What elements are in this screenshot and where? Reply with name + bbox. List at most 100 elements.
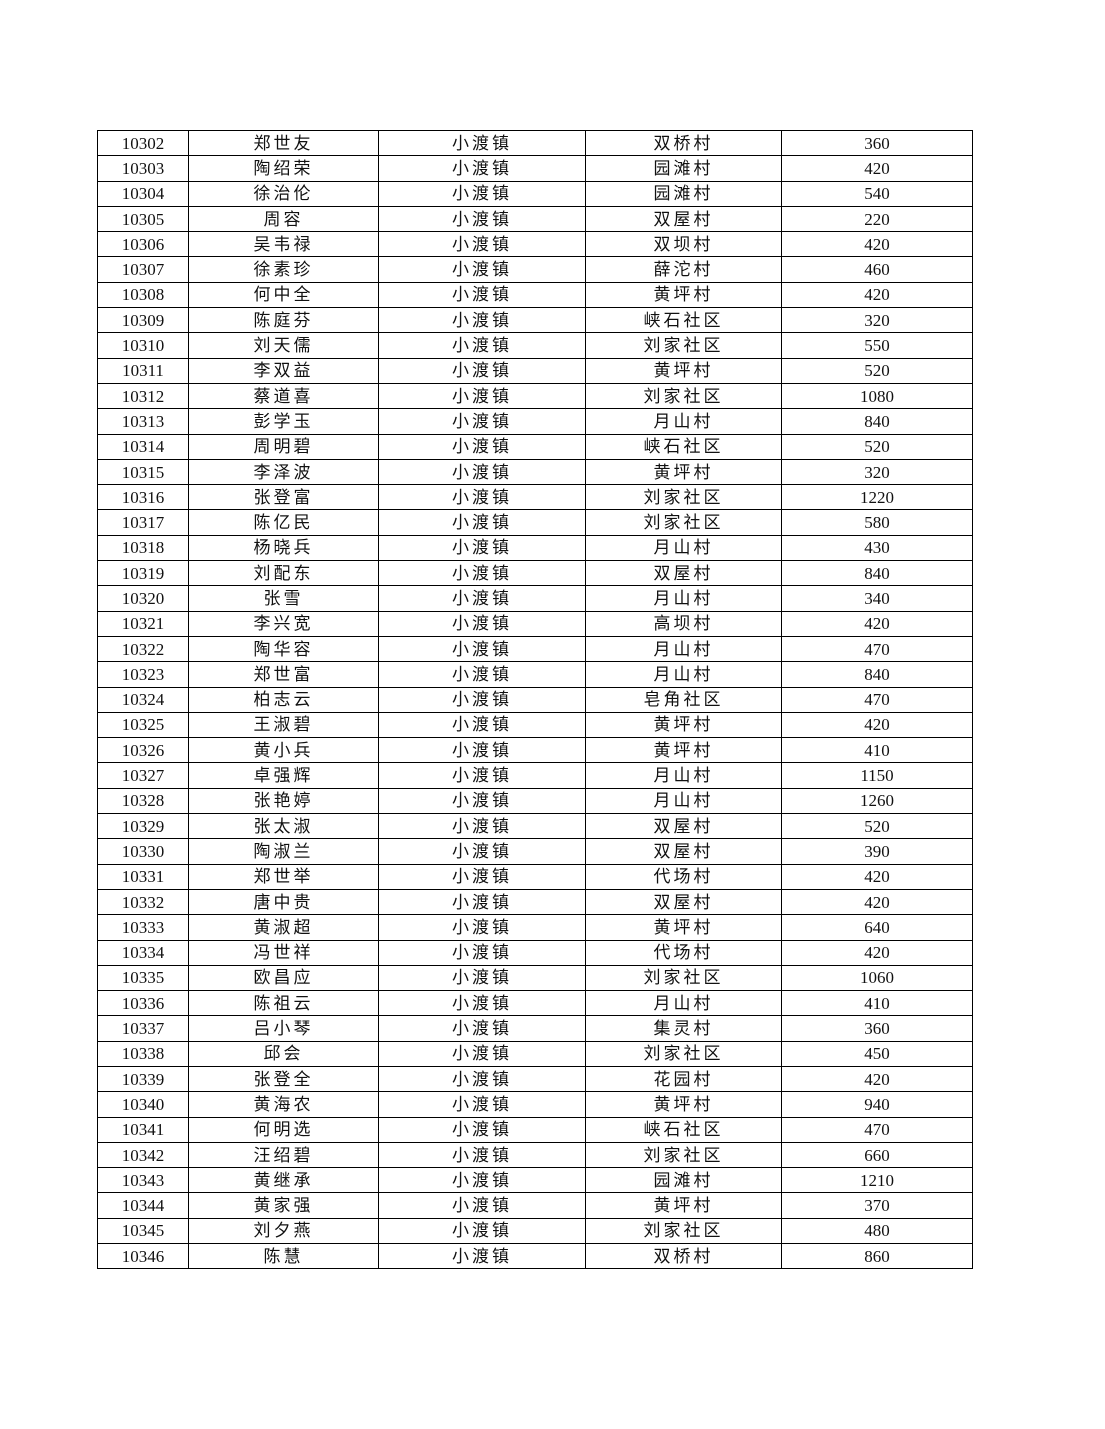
name-cell: 欧昌应	[188, 964, 379, 992]
name-cell: 张艳婷	[188, 787, 379, 815]
name-cell: 李兴宽	[188, 610, 379, 637]
id-cell: 10317	[97, 509, 189, 536]
id-cell: 10329	[97, 813, 189, 840]
town-cell: 小渡镇	[378, 484, 586, 511]
village-cell: 刘家社区	[585, 509, 782, 536]
village-cell: 刘家社区	[585, 964, 782, 992]
data-table: 10302 郑世友 小渡镇 双桥村 360 10303 陶绍荣 小渡镇 园滩村 420 10304 徐…	[97, 129, 973, 1270]
table-row: 10335 欧昌应 小渡镇 刘家社区 1060	[97, 964, 973, 992]
name-cell: 柏志云	[188, 686, 379, 713]
amount-cell: 540	[781, 180, 973, 207]
table-row: 10304 徐治伦 小渡镇 园滩村 540	[97, 180, 973, 207]
table-row: 10312 蔡道喜 小渡镇 刘家社区 1080	[97, 382, 973, 410]
town-cell: 小渡镇	[378, 1167, 586, 1194]
table-row: 10333 黄淑超 小渡镇 黄坪村 640	[97, 914, 973, 941]
id-cell: 10332	[97, 888, 189, 916]
village-cell: 峡石社区	[585, 433, 782, 460]
amount-cell: 410	[781, 737, 973, 764]
table-row: 10336 陈祖云 小渡镇 月山村 410	[97, 990, 973, 1017]
table-row: 10306 吴韦禄 小渡镇 双坝村 420	[97, 231, 973, 258]
amount-cell: 470	[781, 635, 973, 663]
village-cell: 黄坪村	[585, 914, 782, 941]
table-row: 10343 黄继承 小渡镇 园滩村 1210	[97, 1167, 973, 1194]
table-row: 10313 彭学玉 小渡镇 月山村 840	[97, 408, 973, 435]
table-row: 10308 何中全 小渡镇 黄坪村 420	[97, 281, 973, 309]
village-cell: 园滩村	[585, 1167, 782, 1194]
amount-cell: 420	[781, 1065, 973, 1093]
table-row: 10338 邱会 小渡镇 刘家社区 450	[97, 1040, 973, 1067]
name-cell: 郑世举	[188, 863, 379, 890]
name-cell: 刘夕燕	[188, 1217, 379, 1245]
amount-cell: 410	[781, 990, 973, 1017]
name-cell: 黄继承	[188, 1167, 379, 1194]
name-cell: 何中全	[188, 281, 379, 309]
amount-cell: 1060	[781, 964, 973, 992]
id-cell: 10330	[97, 838, 189, 865]
town-cell: 小渡镇	[378, 1141, 586, 1169]
table-row: 10309 陈庭芬 小渡镇 峡石社区 320	[97, 307, 973, 334]
table-row: 10321 李兴宽 小渡镇 高坝村 420	[97, 610, 973, 637]
village-cell: 黄坪村	[585, 737, 782, 764]
village-cell: 双屋村	[585, 205, 782, 233]
village-cell: 代场村	[585, 939, 782, 966]
id-cell: 10310	[97, 332, 189, 359]
table-row: 10345 刘夕燕 小渡镇 刘家社区 480	[97, 1217, 973, 1245]
name-cell: 郑世友	[188, 129, 379, 157]
village-cell: 刘家社区	[585, 382, 782, 410]
table-row: 10346 陈慧 小渡镇 双桥村 860	[97, 1243, 973, 1270]
town-cell: 小渡镇	[378, 838, 586, 865]
amount-cell: 420	[781, 863, 973, 890]
table-row: 10303 陶绍荣 小渡镇 园滩村 420	[97, 155, 973, 182]
town-cell: 小渡镇	[378, 711, 586, 739]
amount-cell: 420	[781, 155, 973, 182]
id-cell: 10334	[97, 939, 189, 966]
village-cell: 黄坪村	[585, 357, 782, 384]
village-cell: 月山村	[585, 762, 782, 789]
town-cell: 小渡镇	[378, 332, 586, 359]
id-cell: 10345	[97, 1217, 189, 1245]
town-cell: 小渡镇	[378, 458, 586, 486]
id-cell: 10304	[97, 180, 189, 207]
village-cell: 双坝村	[585, 231, 782, 258]
id-cell: 10326	[97, 737, 189, 764]
table-row: 10334 冯世祥 小渡镇 代场村 420	[97, 939, 973, 966]
table-row: 10326 黄小兵 小渡镇 黄坪村 410	[97, 737, 973, 764]
town-cell: 小渡镇	[378, 686, 586, 713]
village-cell: 黄坪村	[585, 1091, 782, 1118]
name-cell: 陶华容	[188, 635, 379, 663]
village-cell: 园滩村	[585, 155, 782, 182]
village-cell: 集灵村	[585, 1015, 782, 1042]
village-cell: 月山村	[585, 990, 782, 1017]
amount-cell: 840	[781, 661, 973, 688]
town-cell: 小渡镇	[378, 408, 586, 435]
town-cell: 小渡镇	[378, 610, 586, 637]
id-cell: 10308	[97, 281, 189, 309]
town-cell: 小渡镇	[378, 357, 586, 384]
id-cell: 10311	[97, 357, 189, 384]
amount-cell: 360	[781, 129, 973, 157]
table-row: 10320 张雪 小渡镇 月山村 340	[97, 585, 973, 612]
village-cell: 月山村	[585, 534, 782, 562]
id-cell: 10307	[97, 256, 189, 283]
table-row: 10317 陈亿民 小渡镇 刘家社区 580	[97, 509, 973, 536]
town-cell: 小渡镇	[378, 560, 586, 587]
amount-cell: 1220	[781, 484, 973, 511]
table-row: 10302 郑世友 小渡镇 双桥村 360	[97, 129, 973, 157]
amount-cell: 840	[781, 408, 973, 435]
id-cell: 10315	[97, 458, 189, 486]
name-cell: 郑世富	[188, 661, 379, 688]
id-cell: 10319	[97, 560, 189, 587]
id-cell: 10328	[97, 787, 189, 815]
town-cell: 小渡镇	[378, 964, 586, 992]
id-cell: 10322	[97, 635, 189, 663]
table-row: 10329 张太淑 小渡镇 双屋村 520	[97, 813, 973, 840]
id-cell: 10336	[97, 990, 189, 1017]
id-cell: 10323	[97, 661, 189, 688]
name-cell: 陈慧	[188, 1243, 379, 1270]
amount-cell: 420	[781, 939, 973, 966]
table-row: 10305 周容 小渡镇 双屋村 220	[97, 205, 973, 233]
village-cell: 刘家社区	[585, 484, 782, 511]
name-cell: 陈祖云	[188, 990, 379, 1017]
id-cell: 10343	[97, 1167, 189, 1194]
id-cell: 10342	[97, 1141, 189, 1169]
